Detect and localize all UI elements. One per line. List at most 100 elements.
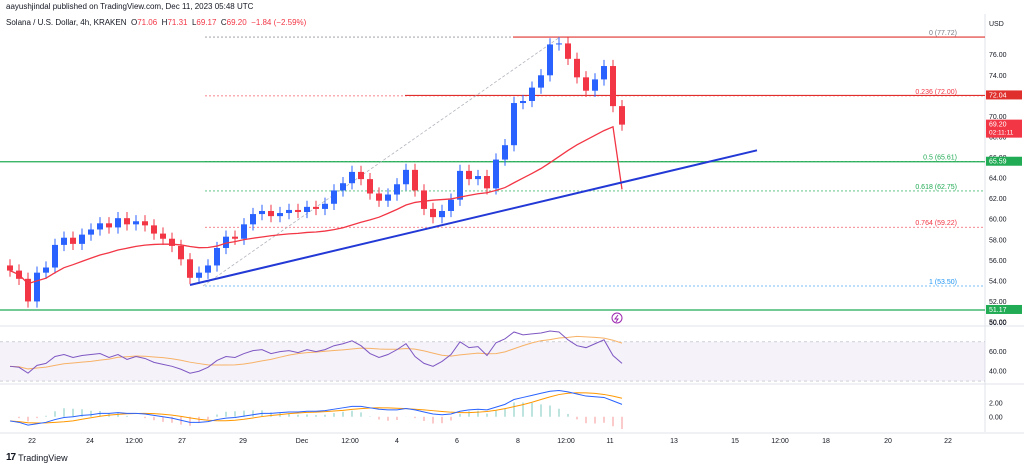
price-tag: [986, 304, 1022, 314]
candle-body: [403, 169, 409, 185]
time-tick-label: 11: [606, 438, 613, 445]
candle-body: [385, 194, 391, 201]
change-value: −1.84 (−2.59%): [251, 18, 307, 27]
symbol-name[interactable]: Solana / U.S. Dollar, 4h, KRAKEN: [6, 18, 127, 27]
price-tick-label: 70.00: [989, 114, 1007, 121]
candle-body: [583, 77, 589, 91]
price-tick-label: 64.00: [989, 176, 1007, 183]
price-tag: [986, 90, 1022, 100]
tradingview-brand: TradingView: [18, 452, 68, 463]
candle-body: [214, 247, 220, 266]
price-tick-label: 60.00: [989, 217, 1007, 224]
time-tick-label: 18: [822, 438, 830, 445]
candle-body: [412, 169, 418, 191]
price-tag-label: 65.59: [989, 159, 1007, 166]
candle-body: [547, 44, 553, 76]
candle-body: [7, 265, 13, 271]
moving-average-line: [9, 125, 623, 285]
candle-body: [61, 237, 67, 245]
price-tick-label: 54.00: [989, 278, 1007, 285]
candle-body: [376, 193, 382, 201]
price-tick-label: 68.00: [989, 134, 1007, 141]
tradingview-logo[interactable]: 17 TradingView: [6, 452, 68, 463]
candle-body: [115, 218, 121, 228]
candle-body: [358, 171, 364, 180]
candle-body: [88, 229, 94, 235]
candle-body: [574, 58, 580, 78]
time-tick-label: 12:00: [125, 438, 143, 445]
price-tick-label: 50.00: [989, 320, 1007, 327]
candle-body: [43, 267, 49, 273]
candle-body: [619, 106, 625, 125]
candle-body: [367, 179, 373, 194]
fib-level-label: 0.5 (65.61): [923, 155, 957, 162]
time-tick-label: 12:00: [557, 438, 575, 445]
candle-body: [196, 272, 202, 278]
candle-body: [250, 214, 256, 225]
candle-body: [475, 176, 481, 180]
price-tick-label: 52.00: [989, 299, 1007, 306]
candle-body: [421, 190, 427, 209]
price-tag-label: 72.04: [989, 92, 1007, 99]
time-tick-label: 22: [944, 438, 952, 445]
candle-body: [448, 199, 454, 211]
axis-currency-label: USD: [989, 21, 1004, 28]
macd-signal-line: [9, 392, 623, 424]
candle-body: [151, 225, 157, 234]
time-tick-label: 27: [178, 438, 186, 445]
time-tick-label: 13: [670, 438, 678, 445]
candle-body: [349, 171, 355, 184]
candle-body: [295, 209, 301, 213]
candle-body: [493, 159, 499, 189]
high-label: H: [161, 18, 168, 27]
rsi-line: [9, 330, 623, 374]
time-tick-label: Dec: [296, 438, 309, 445]
candle-body: [106, 223, 112, 228]
candle-body: [610, 66, 616, 107]
open-value: 71.06: [137, 18, 158, 27]
candle-body: [178, 245, 184, 260]
candle-body: [160, 233, 166, 239]
candle-body: [466, 170, 472, 180]
candle-body: [439, 210, 445, 218]
open-label: O: [130, 18, 138, 27]
candle-body: [187, 259, 193, 278]
candle-body: [259, 210, 265, 215]
candle-body: [394, 184, 400, 195]
candle-body: [34, 272, 40, 302]
price-tag-label: 51.17: [989, 307, 1007, 314]
fib-level-label: 0 (77.72): [929, 30, 957, 37]
candle-body: [340, 183, 346, 191]
publication-credit: aayushjindal published on TradingView.co…: [6, 2, 254, 11]
event-marker-icon: [611, 312, 623, 324]
price-tag: [986, 156, 1022, 166]
price-tick-label: 74.00: [989, 73, 1007, 80]
price-tick-label: 58.00: [989, 237, 1007, 244]
candle-body: [502, 145, 508, 160]
macd-tick-label: 0.00: [989, 414, 1003, 421]
price-tick-label: 56.00: [989, 258, 1007, 265]
candle-body: [223, 236, 229, 248]
time-tick-label: 15: [731, 438, 739, 445]
candle-body: [520, 100, 526, 104]
candle-body: [169, 238, 175, 246]
time-tick-label: 20: [884, 438, 892, 445]
rsi-tick-label: 50.00: [989, 320, 1007, 327]
price-tick-label: 76.00: [989, 52, 1007, 59]
time-tick-label: 8: [516, 438, 520, 445]
price-tag: [986, 119, 1022, 138]
fib-range-diagonal: [202, 36, 561, 287]
candle-body: [457, 170, 463, 200]
candle-body: [232, 236, 238, 239]
fib-level-label: 0.236 (72.00): [915, 89, 957, 96]
candle-body: [538, 75, 544, 88]
candle-body: [133, 221, 139, 225]
bullish-trendline: [189, 149, 758, 286]
candle-body: [142, 221, 148, 226]
time-tick-label: 24: [86, 438, 94, 445]
candle-body: [268, 210, 274, 217]
time-tick-label: 4: [395, 438, 399, 445]
candle-body: [529, 87, 535, 101]
candle-body: [277, 213, 283, 217]
